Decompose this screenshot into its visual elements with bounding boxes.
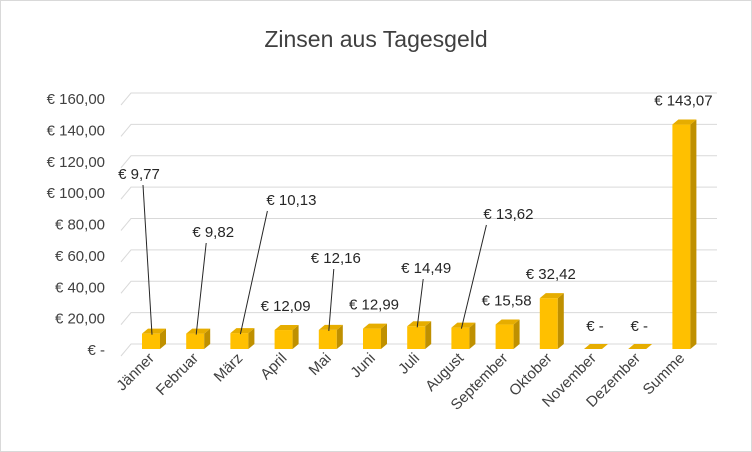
gridline	[120, 312, 717, 325]
bar-side	[204, 328, 211, 349]
bar	[230, 333, 249, 349]
leader-line	[328, 268, 335, 331]
y-tick-label: € 120,00	[47, 154, 105, 171]
y-tick-label: € 80,00	[55, 217, 105, 234]
x-tick-label: März	[211, 350, 247, 386]
bar-side	[690, 119, 697, 350]
bar-top	[407, 321, 432, 327]
data-label: € 12,99	[349, 297, 399, 314]
y-tick-label: € 60,00	[55, 248, 105, 265]
bar-side	[557, 293, 564, 349]
bar	[451, 327, 470, 349]
bar-side	[336, 324, 343, 349]
bar-top	[186, 328, 211, 334]
x-tick-label: Summe	[640, 350, 689, 399]
data-label: € 10,13	[266, 192, 316, 209]
y-tick-label: € -	[87, 342, 105, 359]
bar	[407, 326, 426, 349]
bar-top	[495, 319, 520, 325]
bar-side	[425, 321, 432, 349]
bar-top	[628, 344, 653, 349]
bar-top	[230, 328, 255, 334]
x-tick-label: Jänner	[113, 350, 157, 394]
bar	[142, 333, 160, 349]
y-tick-label: € 140,00	[47, 122, 105, 139]
bar-top	[274, 325, 299, 331]
gridline	[120, 280, 717, 294]
bar-side	[292, 325, 299, 349]
bar-top	[451, 322, 476, 328]
bar	[495, 324, 514, 349]
bar-side	[381, 323, 387, 349]
data-label: € -	[630, 318, 648, 335]
gridline	[120, 249, 717, 263]
leader-line	[416, 278, 424, 328]
data-label: € 12,16	[311, 250, 361, 267]
chart-title: Zinsen aus Tagesgeld	[264, 26, 487, 52]
y-tick-label: € 40,00	[55, 279, 105, 296]
x-tick-label: April	[257, 350, 290, 383]
bar	[363, 328, 381, 349]
bar-side	[160, 328, 166, 349]
y-axis-ticks: € - € 20,00 € 40,00 € 60,00 € 80,00 € 100,00 €…	[47, 91, 105, 359]
data-label: € 14,49	[401, 260, 451, 277]
bar-top	[363, 323, 387, 329]
gridline	[120, 123, 717, 137]
gridline	[120, 343, 717, 357]
gridline	[120, 92, 717, 106]
leader-line	[142, 184, 153, 335]
bar-top	[318, 324, 343, 330]
data-label: € 15,58	[482, 293, 532, 310]
x-tick-label: Februar	[153, 350, 202, 399]
bar	[318, 329, 337, 349]
data-label: € 9,77	[118, 166, 160, 183]
data-label: € 32,42	[526, 266, 576, 283]
leader-line	[460, 224, 487, 329]
gridline	[120, 155, 717, 169]
x-tick-label: Juli	[395, 350, 423, 378]
leader-lines	[142, 184, 487, 335]
y-tick-label: € 20,00	[55, 311, 105, 328]
y-tick-label: € 160,00	[47, 91, 105, 108]
bar	[274, 330, 293, 349]
data-label: € 143,07	[654, 93, 712, 110]
x-tick-label: Juni	[347, 350, 378, 381]
data-label: € 9,82	[192, 224, 234, 241]
bar-side	[513, 319, 520, 349]
x-tick-label: Mai	[306, 350, 335, 379]
gridlines	[120, 92, 717, 357]
bar-top	[672, 119, 697, 125]
bar	[539, 298, 558, 349]
bars	[142, 119, 697, 350]
bar-top	[584, 344, 608, 349]
bar	[186, 333, 205, 349]
leader-line	[195, 242, 207, 335]
data-labels: € 9,77 € 9,82 € 10,13 € 12,09 € 12,16 € 12,99…	[118, 93, 712, 335]
bar-top	[539, 293, 564, 299]
data-label: € 12,09	[261, 298, 311, 315]
data-label: € 13,62	[483, 206, 533, 223]
data-label: € -	[586, 318, 604, 335]
bar-top	[142, 328, 166, 334]
gridline	[120, 186, 717, 200]
y-tick-label: € 100,00	[47, 185, 105, 202]
leader-line	[239, 210, 268, 335]
bar	[672, 124, 691, 350]
bar-side	[469, 322, 476, 349]
bar-side	[248, 328, 255, 349]
gridline	[120, 218, 717, 231]
